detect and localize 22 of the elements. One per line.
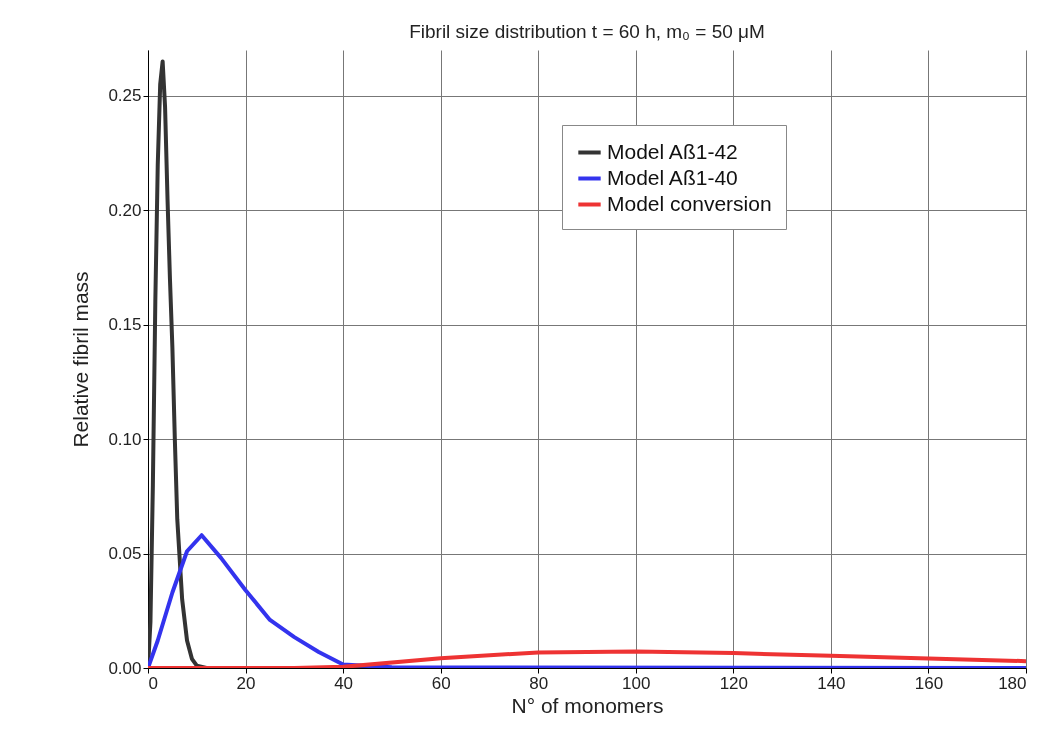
legend-label: Model conversion <box>607 191 772 215</box>
y-tick-label: 0.05 <box>108 544 142 564</box>
x-tick-label: 120 <box>719 673 749 693</box>
y-tick-label: 0.25 <box>108 86 142 106</box>
y-tick-label: 0.10 <box>108 429 142 449</box>
x-tick-label: 140 <box>817 673 846 693</box>
x-tick-label: 100 <box>622 673 651 693</box>
x-tick-label: 20 <box>236 673 256 693</box>
y-axis-title: Relative fibril mass <box>69 271 93 448</box>
x-tick-label: 80 <box>529 673 549 693</box>
x-axis-title: N° of monomers <box>511 693 664 717</box>
y-tick-label: 0.20 <box>108 200 142 220</box>
x-tick-label: 40 <box>334 673 354 693</box>
legend-label: Model Aß1-40 <box>607 165 738 189</box>
y-tick-label: 0.15 <box>108 315 142 335</box>
y-tick-label: 0.00 <box>108 658 142 678</box>
x-tick-label: 160 <box>914 673 944 693</box>
x-tick-label: 180 <box>998 673 1027 693</box>
legend-label: Model Aß1-42 <box>607 139 738 163</box>
x-tick-label: 60 <box>431 673 451 693</box>
chart-title: Fibril size distribution t = 60 h, m₀ = 50 μM <box>409 21 765 42</box>
x-tick-label: 0 <box>148 673 158 693</box>
